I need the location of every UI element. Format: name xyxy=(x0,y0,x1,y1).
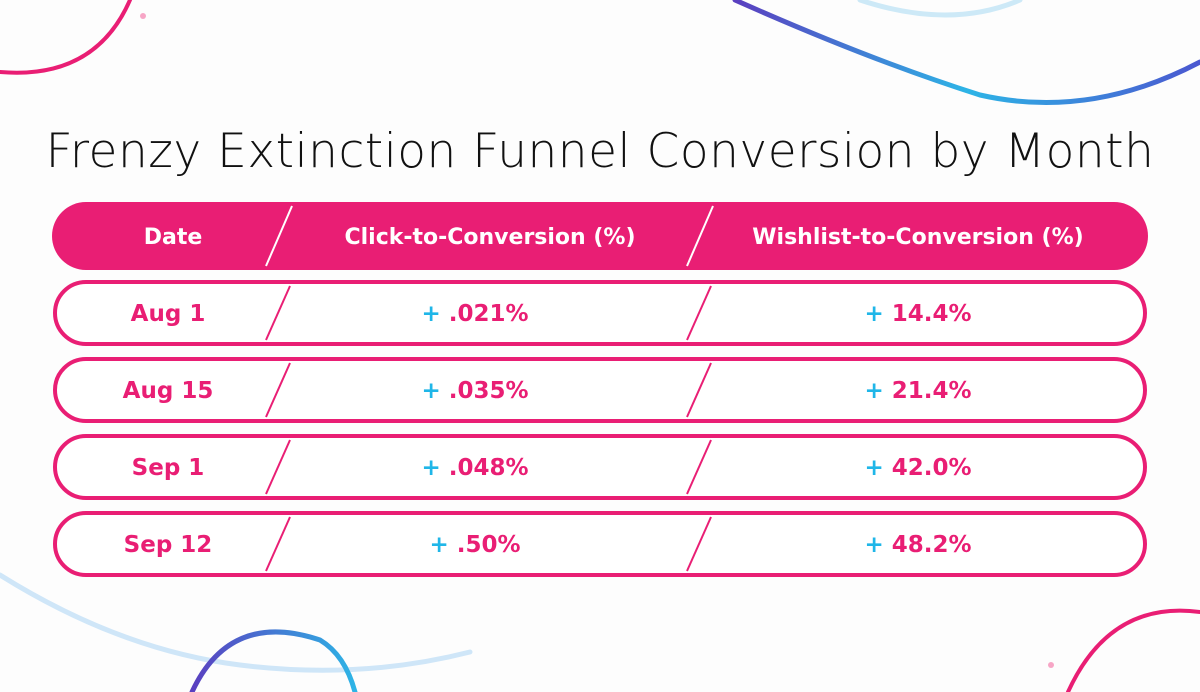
row-outline xyxy=(53,511,1147,577)
top-left-dot xyxy=(140,13,146,19)
bottom-right-pink-arc xyxy=(1066,608,1200,692)
cell-wishlist-to-conversion-number: 21.4% xyxy=(892,378,972,404)
cell-wishlist-to-conversion-number: 48.2% xyxy=(892,532,972,558)
table-body: Aug 1 + .021% + 14.4%Aug 15 + .035% + 21.4%S… xyxy=(53,280,1147,577)
cell-click-to-conversion: + .048% xyxy=(421,455,528,481)
page-title: Frenzy Extinction Funnel Conversion by M… xyxy=(45,124,1155,179)
cell-click-to-conversion-number: .035% xyxy=(449,378,529,404)
cell-date: Sep 1 xyxy=(132,455,205,481)
bottom-left-light-swoosh xyxy=(0,572,473,673)
cell-wishlist-to-conversion: + 42.0% xyxy=(864,455,971,481)
plus-sign: + xyxy=(421,455,448,481)
cell-click-to-conversion-number: .50% xyxy=(457,532,521,558)
header-divider xyxy=(265,205,293,267)
row-divider xyxy=(686,285,712,341)
row-divider xyxy=(265,439,291,495)
header-wishlist-to-conversion: Wishlist-to-Conversion (%) xyxy=(752,225,1083,250)
table-row: Aug 15 + .035% + 21.4% xyxy=(53,357,1147,423)
cell-wishlist-to-conversion: + 48.2% xyxy=(864,532,971,558)
top-right-blue-swoosh xyxy=(732,0,1200,106)
top-right-light-swoosh xyxy=(857,0,1023,18)
plus-sign: + xyxy=(421,378,448,404)
plus-sign: + xyxy=(864,532,891,558)
table-header: Date Click-to-Conversion (%) Wishlist-to… xyxy=(52,202,1148,270)
plus-sign: + xyxy=(421,301,448,327)
cell-date: Aug 1 xyxy=(131,301,206,327)
row-outline xyxy=(53,434,1147,500)
cell-click-to-conversion-number: .048% xyxy=(449,455,529,481)
cell-wishlist-to-conversion-number: 42.0% xyxy=(892,455,972,481)
row-outline xyxy=(53,357,1147,423)
header-date: Date xyxy=(144,225,203,250)
header-click-to-conversion: Click-to-Conversion (%) xyxy=(344,225,635,250)
cell-click-to-conversion-number: .021% xyxy=(449,301,529,327)
plus-sign: + xyxy=(864,301,891,327)
plus-sign: + xyxy=(864,378,891,404)
bottom-left-blue-arc xyxy=(189,629,358,692)
header-bar xyxy=(52,202,1148,270)
row-divider xyxy=(265,516,291,572)
cell-click-to-conversion: + .035% xyxy=(421,378,528,404)
row-divider xyxy=(265,285,291,341)
cell-wishlist-to-conversion-number: 14.4% xyxy=(892,301,972,327)
header-divider xyxy=(686,205,714,267)
row-divider xyxy=(686,362,712,418)
cell-click-to-conversion: + .50% xyxy=(429,532,520,558)
row-divider xyxy=(265,362,291,418)
row-divider xyxy=(686,516,712,572)
table-row: Sep 1 + .048% + 42.0% xyxy=(53,434,1147,500)
row-divider xyxy=(686,439,712,495)
top-left-pink-swoosh xyxy=(0,0,132,75)
cell-wishlist-to-conversion: + 14.4% xyxy=(864,301,971,327)
table-row: Aug 1 + .021% + 14.4% xyxy=(53,280,1147,346)
cell-date: Aug 15 xyxy=(123,378,214,404)
cell-date: Sep 12 xyxy=(124,532,213,558)
bottom-right-dot xyxy=(1048,662,1054,668)
cell-click-to-conversion: + .021% xyxy=(421,301,528,327)
table-row: Sep 12 + .50% + 48.2% xyxy=(53,511,1147,577)
plus-sign: + xyxy=(864,455,891,481)
plus-sign: + xyxy=(429,532,456,558)
cell-wishlist-to-conversion: + 21.4% xyxy=(864,378,971,404)
row-outline xyxy=(53,280,1147,346)
